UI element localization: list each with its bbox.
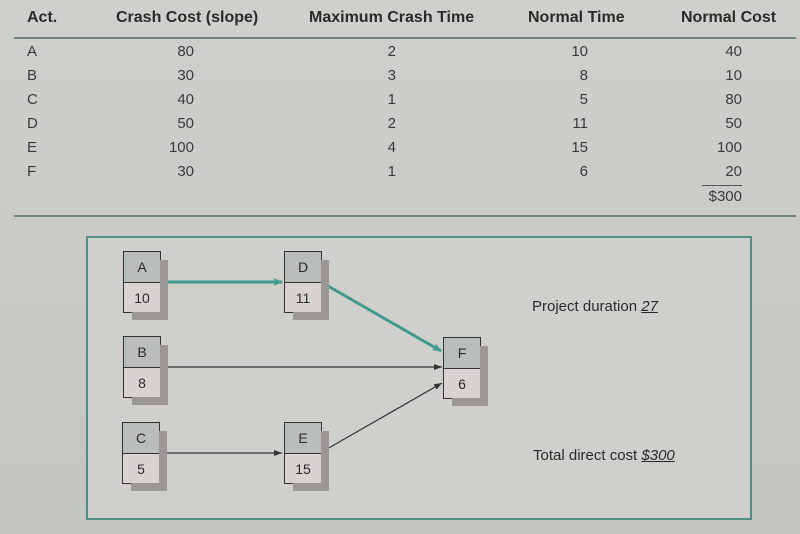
node-b: B 8 [123,336,168,405]
act-cell: A [27,43,38,60]
header-normal-time: Normal Time [528,9,625,26]
crash-cost-cell: 100 [168,139,194,156]
node-a-id: A [124,252,160,283]
act-cell: B [27,67,38,84]
normal-cost-cell: 80 [725,91,742,108]
node-e: E 15 [284,422,329,491]
node-d: D 11 [284,251,329,320]
node-c-id: C [123,423,159,454]
max-crash-time-cell: 4 [387,139,396,156]
normal-time-cell: 15 [571,139,588,156]
node-a-duration: 10 [124,283,160,312]
project-duration-value: 27 [641,298,658,315]
project-duration: Project duration 27 [532,298,658,315]
node-d-id: D [285,252,321,283]
header-crash-cost: Crash Cost (slope) [116,9,259,26]
act-cell: E [27,139,38,156]
project-duration-label: Project duration [532,298,638,315]
normal-time-cell: 5 [579,91,588,108]
max-crash-time-cell: 3 [387,67,396,84]
crash-cost-cell: 40 [177,91,194,108]
normal-cost-cell: 100 [716,139,742,156]
normal-time-cell: 6 [579,163,588,180]
max-crash-time-cell: 1 [387,91,396,108]
normal-time-cell: 8 [579,67,588,84]
node-a: A 10 [123,251,168,320]
normal-cost-cell: 40 [725,43,742,60]
node-b-duration: 8 [124,368,160,397]
crash-cost-cell: 30 [177,67,194,84]
max-crash-time-cell: 2 [387,43,396,60]
normal-time-cell: 11 [572,115,588,132]
table-bottom-rule [14,215,796,217]
crash-cost-cell: 30 [177,163,194,180]
total-direct-cost-label: Total direct cost [533,447,638,464]
crash-cost-cell: 80 [177,43,194,60]
node-e-duration: 15 [285,454,321,483]
act-cell: C [27,91,38,108]
act-cell: F [27,163,37,180]
total-direct-cost-value: $300 [641,447,675,464]
normal-time-cell: 10 [571,43,588,60]
node-e-id: E [285,423,321,454]
total-direct-cost: Total direct cost $300 [533,447,675,464]
total-normal-cost: $300 [708,188,742,205]
act-cell: D [27,115,38,132]
header-normal-cost: Normal Cost [681,9,777,26]
header-max-crash-time: Maximum Crash Time [309,9,475,26]
node-d-duration: 11 [285,283,321,312]
node-f: F 6 [443,337,488,406]
node-b-id: B [124,337,160,368]
node-c: C 5 [122,422,167,491]
header-rule [14,37,796,39]
normal-cost-cell: 20 [725,163,742,180]
node-c-duration: 5 [123,454,159,483]
normal-cost-cell: 50 [725,115,742,132]
node-f-duration: 6 [444,369,480,398]
node-f-id: F [444,338,480,369]
header-act: Act. [27,9,58,26]
normal-cost-cell: 10 [725,67,742,84]
sum-rule [702,185,742,186]
max-crash-time-cell: 2 [387,115,396,132]
crash-cost-cell: 50 [177,115,194,132]
max-crash-time-cell: 1 [387,163,396,180]
